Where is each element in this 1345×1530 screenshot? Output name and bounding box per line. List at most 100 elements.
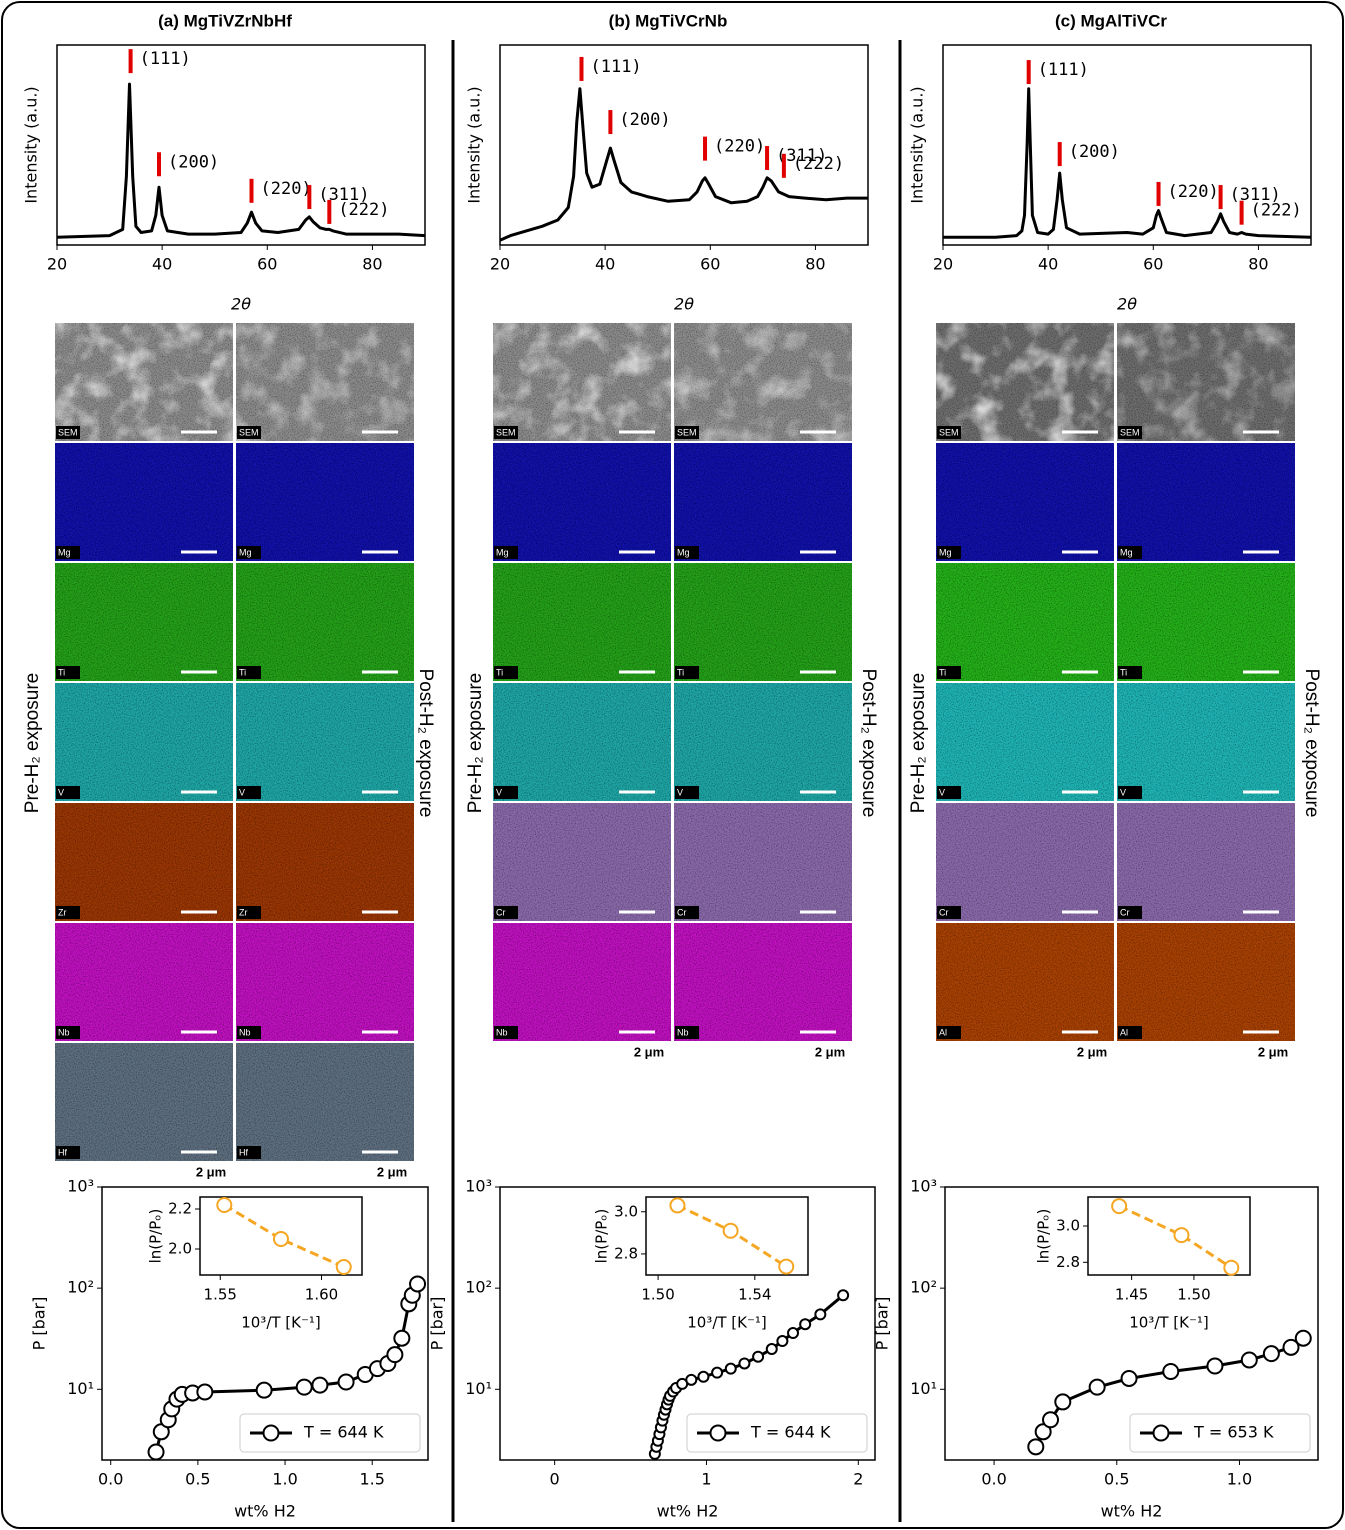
peak-label: (220) bbox=[1168, 182, 1219, 202]
data-point bbox=[837, 1289, 850, 1302]
data-point bbox=[295, 1378, 313, 1396]
element-map bbox=[493, 803, 671, 921]
peak-marker bbox=[307, 185, 312, 210]
map-label: Al bbox=[939, 1027, 947, 1037]
peak-marker bbox=[608, 110, 613, 135]
y-axis-label: ln(P/Pₒ) bbox=[593, 1209, 611, 1264]
data-point bbox=[335, 1259, 352, 1275]
y-tick-label: 10² bbox=[67, 1278, 94, 1297]
legend-label: T = 653 K bbox=[1193, 1423, 1274, 1442]
y-tick-label: 3.0 bbox=[1056, 1217, 1080, 1235]
peak-marker bbox=[327, 199, 332, 224]
x-axis-label: wt% H2 bbox=[1101, 1502, 1163, 1521]
element-map bbox=[936, 923, 1114, 1041]
sem-texture bbox=[55, 323, 233, 441]
legend-label: T = 644 K bbox=[750, 1423, 831, 1442]
peak-marker bbox=[1057, 142, 1062, 167]
y-tick-label: 10¹ bbox=[67, 1379, 94, 1398]
map-label: V bbox=[677, 787, 683, 797]
element-map bbox=[236, 923, 414, 1041]
peak-label: (111) bbox=[590, 57, 641, 77]
element-map bbox=[55, 1043, 233, 1161]
y-axis-label: Intensity (a.u.) bbox=[465, 86, 484, 203]
data-point bbox=[1240, 1351, 1258, 1369]
element-map bbox=[493, 683, 671, 801]
x-tick-label: 1.0 bbox=[272, 1470, 297, 1489]
x-tick-label: 20 bbox=[47, 255, 67, 274]
legend-marker bbox=[1152, 1424, 1170, 1442]
element-map bbox=[674, 563, 852, 681]
data-point bbox=[1027, 1438, 1045, 1456]
element-map bbox=[1117, 443, 1295, 561]
peak-label: (311) bbox=[1230, 185, 1281, 205]
map-label: Zr bbox=[58, 907, 67, 917]
map-label-bg bbox=[494, 786, 518, 799]
data-point bbox=[1282, 1338, 1300, 1356]
plot-area bbox=[942, 44, 1312, 246]
x-tick-label: 20 bbox=[490, 255, 510, 274]
element-map bbox=[674, 683, 852, 801]
x-tick-label: 80 bbox=[805, 255, 825, 274]
element-map bbox=[55, 683, 233, 801]
data-point bbox=[216, 1197, 233, 1213]
peak-marker bbox=[1239, 200, 1244, 225]
post-label: Post-H₂ exposure bbox=[858, 669, 879, 818]
y-tick-label: 10³ bbox=[465, 1177, 492, 1196]
peak-marker bbox=[1218, 185, 1223, 210]
peak-label: (200) bbox=[619, 110, 670, 130]
map-label-bg bbox=[937, 426, 961, 439]
y-tick-label: 2.2 bbox=[168, 1200, 192, 1218]
data-point bbox=[1162, 1362, 1180, 1380]
map-label-bg bbox=[237, 786, 261, 799]
panel-title: (b) MgTiVCrNb bbox=[609, 11, 728, 30]
data-point bbox=[1054, 1393, 1072, 1411]
map-label: Ti bbox=[1120, 667, 1127, 677]
sem-texture bbox=[674, 323, 852, 441]
x-tick-label: 0.5 bbox=[1104, 1470, 1129, 1489]
x-axis-label: 2θ bbox=[674, 295, 694, 314]
sem-texture bbox=[936, 323, 1114, 441]
x-axis-label: 10³/T [K⁻¹] bbox=[1129, 1314, 1209, 1332]
scale-label: 2 μm bbox=[1258, 1044, 1288, 1059]
legend-label: T = 644 K bbox=[303, 1423, 384, 1442]
y-axis-label: P [bar] bbox=[30, 1297, 49, 1351]
element-map bbox=[936, 443, 1114, 561]
element-map bbox=[55, 803, 233, 921]
x-axis-label: 10³/T [K⁻¹] bbox=[241, 1314, 321, 1332]
peak-label: (311) bbox=[776, 146, 827, 166]
peak-marker bbox=[579, 56, 584, 81]
map-label-bg bbox=[937, 1026, 961, 1039]
x-tick-label: 2 bbox=[853, 1470, 863, 1489]
map-label: Mg bbox=[58, 547, 71, 557]
map-label-bg bbox=[1118, 546, 1142, 559]
data-line bbox=[1118, 1204, 1233, 1269]
map-label-bg bbox=[494, 546, 518, 559]
scale-label: 2 μm bbox=[634, 1044, 664, 1059]
map-label: SEM bbox=[58, 427, 78, 437]
map-label-bg bbox=[675, 906, 699, 919]
map-label: Cr bbox=[1120, 907, 1130, 917]
map-label-bg bbox=[937, 666, 961, 679]
element-map bbox=[236, 563, 414, 681]
data-point bbox=[814, 1308, 827, 1321]
x-tick-label: 60 bbox=[700, 255, 720, 274]
peak-marker bbox=[1156, 181, 1161, 206]
map-label-bg bbox=[1118, 666, 1142, 679]
peak-label: (220) bbox=[714, 137, 765, 157]
y-axis-label: ln(P/Pₒ) bbox=[1035, 1209, 1053, 1264]
map-label: V bbox=[939, 787, 945, 797]
map-label: SEM bbox=[239, 427, 259, 437]
data-point bbox=[722, 1222, 739, 1239]
data-point bbox=[1173, 1227, 1190, 1244]
peak-label: (111) bbox=[1038, 60, 1089, 80]
element-map bbox=[236, 443, 414, 561]
x-tick-label: 60 bbox=[257, 255, 277, 274]
map-label: SEM bbox=[939, 427, 959, 437]
y-tick-label: 10³ bbox=[910, 1177, 937, 1196]
element-map bbox=[236, 683, 414, 801]
y-tick-label: 10² bbox=[910, 1278, 937, 1297]
data-point bbox=[273, 1231, 289, 1247]
x-axis-label: 2θ bbox=[231, 295, 251, 314]
peak-marker bbox=[703, 136, 708, 161]
data-point bbox=[669, 1197, 686, 1214]
